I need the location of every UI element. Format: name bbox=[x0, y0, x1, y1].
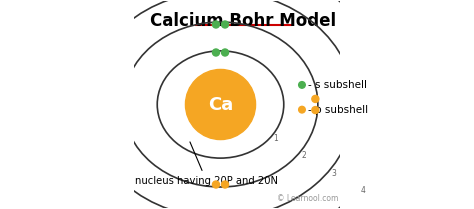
Circle shape bbox=[122, 107, 129, 113]
Text: 2: 2 bbox=[301, 151, 306, 160]
Circle shape bbox=[312, 107, 319, 113]
Circle shape bbox=[185, 69, 255, 140]
Circle shape bbox=[212, 49, 219, 56]
Text: 1: 1 bbox=[273, 134, 278, 143]
Text: valence shell: valence shell bbox=[0, 208, 1, 209]
Text: nucleus having 20P and 20N: nucleus having 20P and 20N bbox=[135, 142, 278, 186]
Text: Calcium Bohr Model: Calcium Bohr Model bbox=[150, 12, 336, 30]
Text: 4: 4 bbox=[361, 186, 366, 195]
Circle shape bbox=[312, 96, 319, 102]
Text: 3: 3 bbox=[331, 168, 336, 177]
Circle shape bbox=[221, 181, 228, 188]
Circle shape bbox=[348, 96, 356, 102]
Circle shape bbox=[299, 106, 305, 113]
Text: - p subshell: - p subshell bbox=[308, 105, 368, 115]
Text: Ca: Ca bbox=[208, 96, 233, 113]
Text: © Learnool.com: © Learnool.com bbox=[277, 195, 338, 204]
Circle shape bbox=[86, 96, 92, 102]
Circle shape bbox=[299, 82, 305, 88]
Circle shape bbox=[212, 21, 219, 28]
Text: - s subshell: - s subshell bbox=[308, 80, 367, 90]
Circle shape bbox=[86, 107, 92, 113]
Circle shape bbox=[122, 96, 129, 102]
Circle shape bbox=[221, 49, 228, 56]
Circle shape bbox=[221, 21, 228, 28]
Circle shape bbox=[348, 107, 356, 113]
Circle shape bbox=[212, 181, 219, 188]
